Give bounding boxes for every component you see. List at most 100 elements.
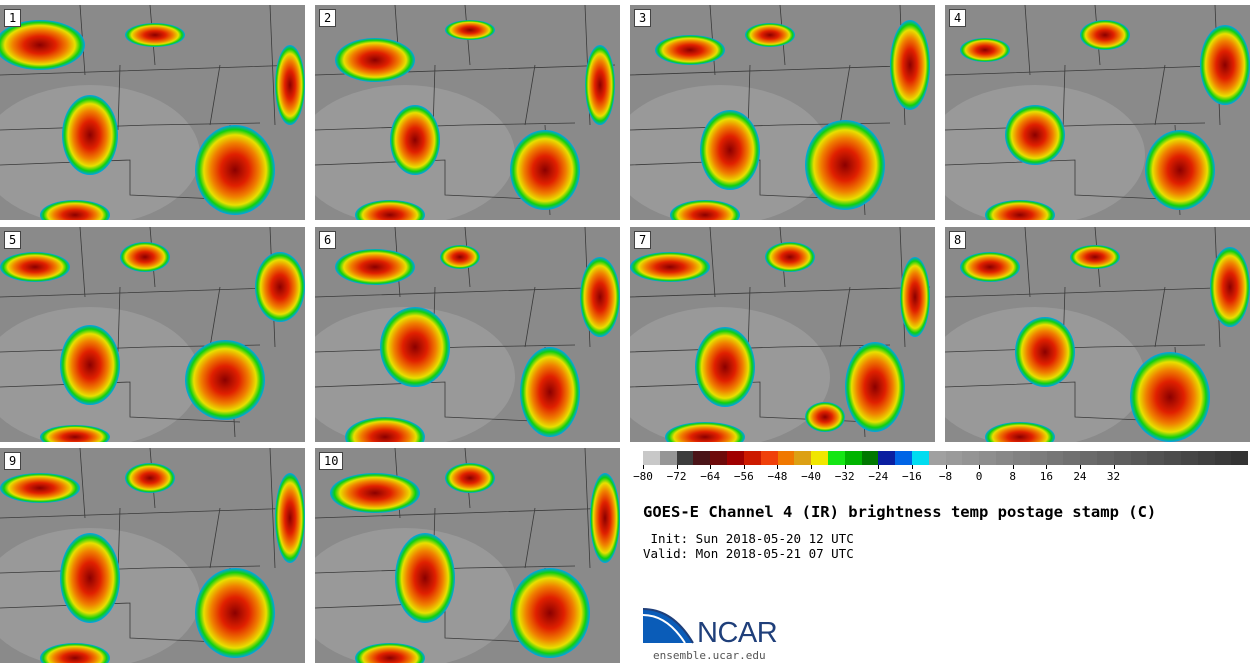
- colorbar-tick-label: −72: [666, 470, 687, 483]
- member-panel-5: 5: [0, 227, 305, 442]
- colorbar-segment: [743, 451, 761, 465]
- colorbar-tick-mark: [710, 465, 712, 469]
- member-panel-6: 6: [315, 227, 620, 442]
- colorbar-tick-label: −24: [868, 470, 889, 483]
- storm-cloud: [355, 200, 425, 220]
- colorbar-segment: [1147, 451, 1165, 465]
- colorbar-segment: [1080, 451, 1097, 465]
- valid-time: Valid: Mon 2018-05-21 07 UTC: [643, 546, 854, 561]
- colorbar-segment: [996, 451, 1013, 465]
- storm-cloud: [900, 257, 930, 337]
- ir-map: [630, 5, 931, 220]
- colorbar-segment: [1231, 451, 1249, 465]
- storm-cloud: [0, 20, 85, 70]
- ir-map: [630, 227, 931, 442]
- colorbar-tick-label: −80: [633, 470, 653, 483]
- member-number: 9: [4, 452, 22, 470]
- storm-cloud: [390, 105, 440, 175]
- init-time: Init: Sun 2018-05-20 12 UTC: [643, 531, 854, 546]
- colorbar-tick-label: −8: [938, 470, 953, 483]
- storm-cloud: [255, 252, 305, 322]
- storm-cloud: [700, 110, 760, 190]
- storm-cloud: [40, 200, 110, 220]
- storm-cloud: [62, 95, 118, 175]
- storm-cloud: [695, 327, 755, 407]
- colorbar-tick-label: 0: [975, 470, 983, 483]
- colorbar-tick-mark: [777, 465, 779, 469]
- ir-map: [315, 227, 620, 442]
- colorbar-segment: [1046, 451, 1064, 465]
- storm-cloud: [60, 325, 120, 405]
- colorbar-segment: [1012, 451, 1030, 465]
- colorbar-segment: [643, 451, 660, 465]
- storm-cloud: [60, 533, 120, 623]
- colorbar-tick-mark: [1046, 465, 1048, 469]
- colorbar-segment: [979, 451, 997, 465]
- storm-cloud: [1145, 130, 1215, 210]
- member-number: 4: [949, 9, 967, 27]
- colorbar-segment: [676, 451, 694, 465]
- storm-cloud: [655, 35, 725, 65]
- member-number: 6: [319, 231, 337, 249]
- colorbar-tick-mark: [743, 465, 745, 469]
- storm-cloud: [890, 20, 930, 110]
- storm-cloud: [195, 568, 275, 658]
- colorbar-tick-label: −64: [700, 470, 721, 483]
- colorbar-tick-mark: [911, 465, 913, 469]
- member-panel-8: 8: [945, 227, 1250, 442]
- storm-cloud: [40, 425, 110, 442]
- colorbar-tick-label: 24: [1073, 470, 1087, 483]
- colorbar-tick-mark: [1113, 465, 1115, 469]
- colorbar-tick-mark: [979, 465, 981, 469]
- member-panel-3: 3: [630, 5, 935, 220]
- storm-cloud: [985, 422, 1055, 442]
- colorbar-segment: [878, 451, 896, 465]
- colorbar-segment: [727, 451, 744, 465]
- storm-cloud: [445, 20, 495, 40]
- storm-cloud: [440, 245, 480, 269]
- member-number: 2: [319, 9, 337, 27]
- member-panel-7: 7: [630, 227, 935, 442]
- colorbar-segment: [794, 451, 812, 465]
- storm-cloud: [580, 257, 620, 337]
- colorbar-tick-label: −40: [801, 470, 821, 483]
- ir-map: [945, 227, 1250, 442]
- ir-map: [0, 5, 305, 220]
- colorbar-tick-label: 8: [1009, 470, 1017, 483]
- storm-cloud: [585, 45, 615, 125]
- colorbar-segment: [1214, 451, 1232, 465]
- storm-cloud: [195, 125, 275, 215]
- colorbar-tick-mark: [1012, 465, 1014, 469]
- ncar-logo-icon: [643, 608, 694, 644]
- storm-cloud: [345, 417, 425, 442]
- colorbar-tick-label: −32: [834, 470, 855, 483]
- logo-url: ensemble.ucar.edu: [653, 649, 766, 662]
- ncar-logo-text: NCAR: [697, 617, 778, 649]
- colorbar-segment: [1029, 451, 1047, 465]
- colorbar-segment: [659, 451, 677, 465]
- colorbar-segment: [1113, 451, 1131, 465]
- colorbar-tick-label: 16: [1039, 470, 1053, 483]
- storm-cloud: [335, 249, 415, 285]
- storm-cloud: [40, 643, 110, 663]
- storm-cloud: [510, 130, 580, 210]
- colorbar-tick-mark: [643, 465, 644, 469]
- colorbar-segment: [777, 451, 795, 465]
- colorbar-tick-label: −56: [733, 470, 754, 483]
- colorbar-segment: [811, 451, 828, 465]
- ir-map: [0, 227, 305, 442]
- storm-cloud: [275, 45, 305, 125]
- colorbar-tick-mark: [676, 465, 678, 469]
- colorbar-tick-mark: [945, 465, 947, 469]
- member-number: 5: [4, 231, 22, 249]
- colorbar-tick-label: −16: [901, 470, 922, 483]
- colorbar-segment: [1197, 451, 1215, 465]
- storm-cloud: [520, 347, 580, 437]
- storm-cloud: [1210, 247, 1250, 327]
- storm-cloud: [960, 38, 1010, 62]
- colorbar-segment: [945, 451, 963, 465]
- member-panel-9: 9: [0, 448, 305, 663]
- colorbar-segment: [827, 451, 845, 465]
- colorbar-segment: [760, 451, 778, 465]
- colorbar-segment: [1096, 451, 1114, 465]
